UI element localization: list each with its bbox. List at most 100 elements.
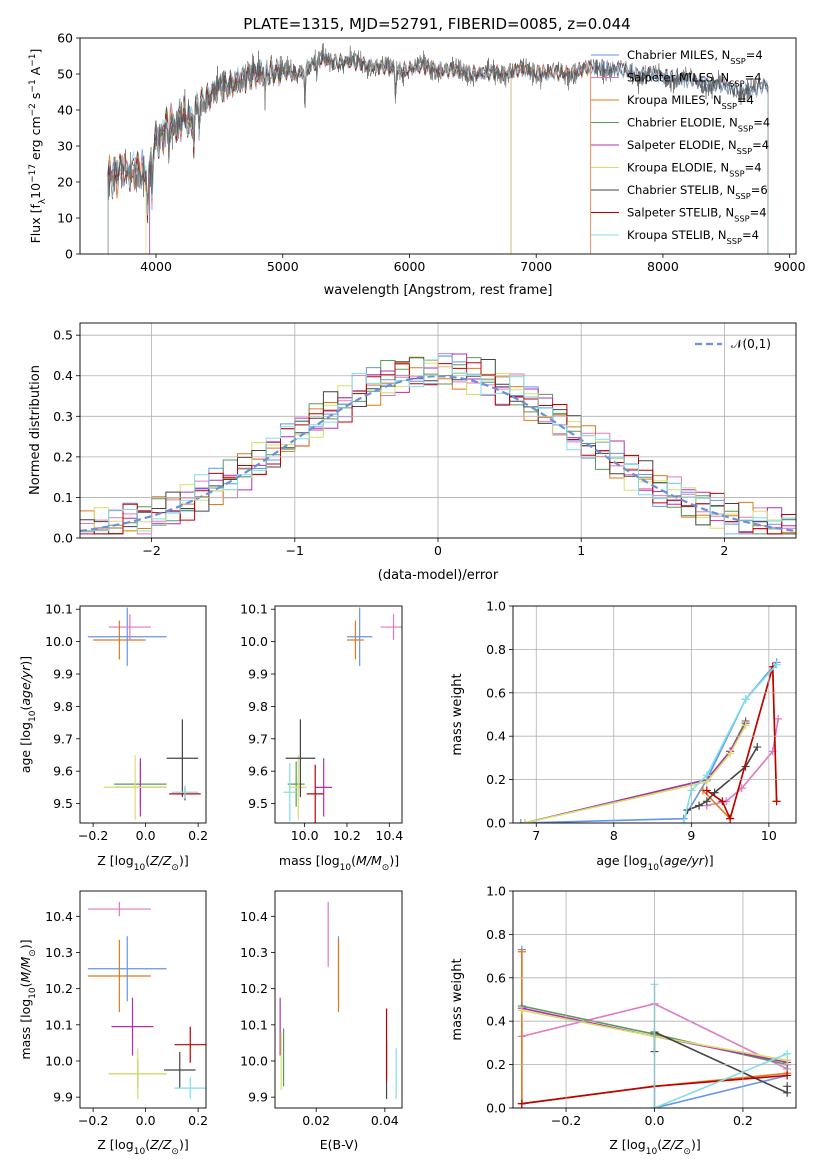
residuals-legend-label: 𝒩(0,1) [731, 337, 771, 351]
mass_vs_Z-ytick-label: 9.9 [53, 1090, 73, 1105]
spectrum-plot-area [107, 43, 769, 254]
mass_vs_Z-ytick-label: 10.1 [45, 1017, 73, 1032]
spectrum-ytick-label: 40 [57, 103, 73, 118]
mass_weight_vs_age-ytick-label: 0.2 [486, 772, 506, 787]
age_vs_Z-frame [79, 605, 207, 824]
mass_weight_vs_age-series-kroupa-stelib-marker [679, 819, 688, 823]
mass_weight_vs_age-series-salpeter-stelib-marker [772, 797, 781, 806]
spectrum-data [107, 43, 769, 205]
spectrum-series-chabrier-elodie [149, 53, 512, 254]
mass_weight_vs_Z-ytick-label: 0.6 [486, 970, 506, 985]
residuals-ytick-label: 0.0 [53, 531, 73, 546]
mass_weight_vs_age-xtick-label: 7 [532, 828, 540, 843]
panels: 4000 5000 6000 7000 8000 90000102030405060Flu… [18, 31, 806, 1158]
spectrum-frame [79, 37, 797, 255]
mass_weight_vs_Z-xtick-label: 0.0 [645, 1113, 665, 1128]
mass_vs_EBV-ytick-label: 10.0 [240, 1053, 268, 1068]
age_vs_mass-xtick-label: 10.0 [291, 828, 319, 843]
residuals-ytick-label: 0.1 [53, 490, 73, 505]
mass_weight_vs_Z-ytick-label: 0.4 [486, 1014, 506, 1029]
residuals-axes: −2 −1 0 1 2 0.0 0.1 0.2 0.3 0.4 0.5 Normed distribu… [28, 322, 797, 583]
age_vs_mass-ytick-label: 9.9 [248, 667, 268, 682]
spectrum-xtick-label: 7000 [520, 259, 552, 274]
residuals-xtick-label: 2 [720, 543, 728, 558]
mass_weight_vs_Z-ytick-label: 0.0 [486, 1101, 506, 1116]
figure-title: PLATE=1315, MJD=52791, FIBERID=0085, z=0… [243, 15, 630, 33]
mass_weight_vs_Z-series-chabrier-stelib-marker [783, 1082, 792, 1091]
mass_vs_EBV-ytick-label: 10.2 [240, 981, 268, 996]
mass_weight_vs_Z-series-salpeter-stelib-marker [783, 1071, 792, 1080]
spectrum-ylabel: Flux [fλ10−17 erg cm−2 s−1 A−1] [28, 49, 48, 244]
mass_weight_vs_Z-series-salpeter-stelib-marker [517, 1099, 526, 1108]
spectrum-ytick-label: 60 [57, 31, 73, 46]
mass_weight_vs_age-series-salpeter-elodie [524, 722, 747, 823]
mass_weight_vs_age-series-kroupa-stelib-marker [772, 660, 781, 669]
mass_vs_EBV-ytick-label: 9.9 [248, 1090, 268, 1105]
mass_weight_vs_age-ylabel: mass weight [450, 673, 465, 755]
mass_vs_Z-ytick-label: 10.2 [45, 981, 73, 996]
mass_weight_vs_age-series-salpeter-miles-marker [774, 714, 783, 723]
residuals-ytick-label: 0.2 [53, 449, 73, 464]
age_vs_mass-axes: 10.0 10.2 10.4 9.5 9.6 9.7 9.8 9.9 10.0 10.1 mass … [240, 602, 403, 873]
mass_weight_vs_age-ytick-label: 0.0 [486, 816, 506, 831]
mass_weight_vs_age-series-chabrier-stelib [687, 746, 758, 811]
residuals-frame [79, 322, 797, 539]
spectrum-axes: 4000 5000 6000 7000 8000 9000 0 10 20 30 40 50 60 Flu… [28, 31, 806, 299]
mass_weight_vs_age-series-chabrier-miles [520, 661, 778, 823]
residuals-xtick-label: 0 [434, 543, 442, 558]
mass_weight_vs_Z-series-kroupa-elodie-marker [517, 1006, 526, 1015]
mass_vs_EBV-plot-area [279, 901, 397, 1099]
mass_weight_vs_age-ytick-label: 1.0 [486, 599, 506, 614]
mass_weight_vs_Z-frame [512, 890, 797, 1109]
mass_weight_vs_Z-xtick-label: 0.2 [733, 1113, 753, 1128]
mass_weight_vs_age-plot-area [516, 658, 783, 823]
spectrum-ytick-label: 30 [57, 139, 73, 154]
residuals-xtick-label: −1 [286, 543, 304, 558]
mass_weight_vs_Z-xlabel: Z [log10(Z/Z⊙)] [609, 1137, 700, 1157]
mass_weight_vs_age-series-salpeter-stelib-marker [718, 797, 727, 806]
mass_weight_vs_age-series-salpeter-stelib-marker [702, 786, 711, 795]
mass_vs_EBV-ytick-label: 10.3 [240, 945, 268, 960]
mass_weight_vs_Z-xtick-label: −0.2 [551, 1113, 581, 1128]
mass_weight_vs_Z-series-kroupa-stelib [653, 984, 788, 1108]
residuals-xtick-label: 1 [577, 543, 585, 558]
mass_weight_vs_age-series-kroupa-stelib [682, 664, 778, 823]
spectrum-xtick-label: 6000 [394, 259, 426, 274]
spectrum-xtick-label: 8000 [647, 259, 679, 274]
age_vs_mass-ytick-label: 9.8 [248, 699, 268, 714]
mass_weight_vs_age-series-kroupa-stelib-marker [741, 695, 750, 704]
mass_weight_vs_age-xtick-label: 10 [761, 828, 777, 843]
mass_weight_vs_age-series-chabrier-stelib-marker [695, 801, 704, 810]
mass_weight_vs_age-series-kroupa-stelib-marker [702, 771, 711, 780]
mass_weight_vs_age-xtick-label: 9 [687, 828, 695, 843]
spectrum-xtick-label: 9000 [774, 259, 806, 274]
age_vs_mass-ytick-label: 9.6 [248, 764, 268, 779]
spectrum-legend-label: Chabrier STELIB, NSSP=6 [627, 183, 768, 201]
mass_vs_Z-ytick-label: 10.3 [45, 945, 73, 960]
spectrum-legend-label: Chabrier MILES, NSSP=4 [627, 48, 763, 66]
age_vs_Z-xlabel: Z [log10(Z/Z⊙)] [97, 853, 188, 873]
age_vs_Z-xtick-label: −0.2 [78, 828, 108, 843]
mass_weight_vs_Z-ytick-label: 1.0 [486, 884, 506, 899]
mass_weight_vs_age-series-salpeter-stelib [706, 666, 778, 822]
spectrum-legend-label: Salpeter ELODIE, NSSP=4 [627, 138, 769, 156]
mass_weight_vs_Z-ytick-label: 0.8 [486, 927, 506, 942]
mass_weight_vs_age-series-kroupa-elodie-marker [520, 819, 529, 823]
mass_vs_EBV-xtick-label: 0.04 [371, 1113, 399, 1128]
age_vs_Z-ylabel: age [log10(age/yr)] [18, 656, 38, 773]
mass_vs_Z-xtick-label: 0.2 [188, 1113, 208, 1128]
age_vs_Z-ytick-label: 9.5 [53, 796, 73, 811]
residuals-ylabel: Normed distribution [28, 365, 43, 495]
age_vs_Z-ytick-label: 10.1 [45, 602, 73, 617]
age_vs_mass-xlabel: mass [log10(M/M⊙)] [279, 853, 399, 873]
mass_vs_Z-xtick-label: −0.2 [78, 1113, 108, 1128]
spectrum-xtick-label: 5000 [267, 259, 299, 274]
mass_weight_vs_age-series-chabrier-stelib-marker [753, 743, 762, 752]
age_vs_Z-ytick-label: 10.0 [45, 634, 73, 649]
mass_vs_EBV-frame [274, 890, 403, 1109]
residuals-ytick-label: 0.5 [53, 328, 73, 343]
mass_weight_vs_Z-series-kroupa-stelib-marker [783, 1049, 792, 1058]
mass_weight_vs_age-ytick-label: 0.6 [486, 685, 506, 700]
age_vs_mass-xtick-label: 10.2 [333, 828, 361, 843]
